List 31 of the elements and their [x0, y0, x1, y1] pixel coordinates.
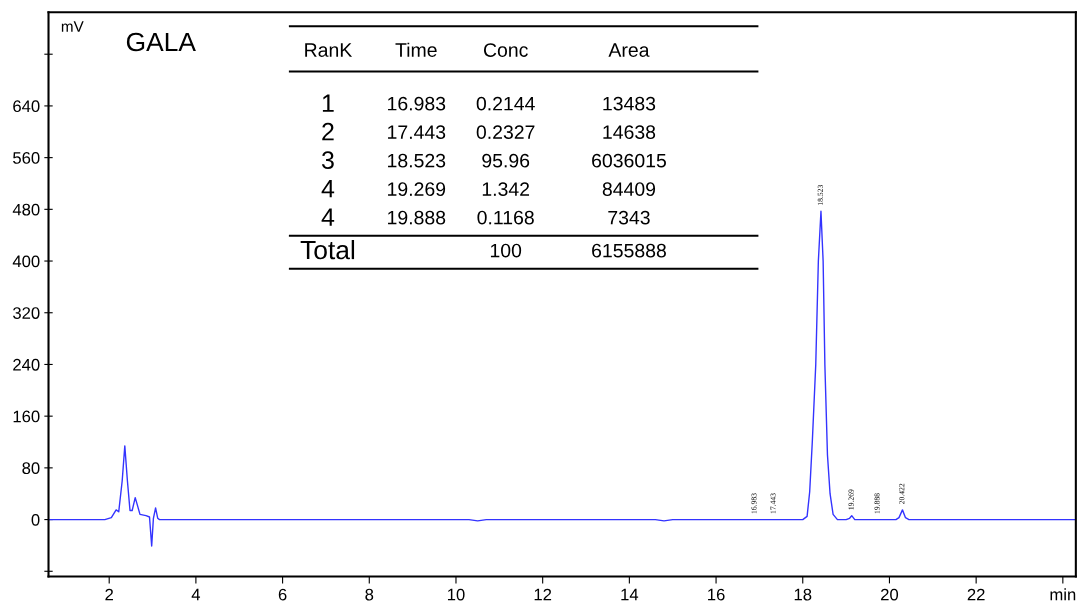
y-tick-label: 560	[13, 152, 40, 164]
x-tick-label: 12	[534, 588, 552, 601]
x-tick-label: 16	[708, 588, 725, 601]
y-tick-label: 240	[13, 358, 40, 371]
y-tick-label: 400	[12, 255, 40, 268]
y-tick-label: 320	[13, 307, 40, 319]
x-tick-label: 22	[967, 588, 985, 601]
y-tick-label: 160	[13, 410, 40, 423]
x-tick-label: 6	[278, 588, 287, 601]
x-tick-label: 4	[191, 588, 201, 601]
text: 4 19.888 0.1168 7343	[321, 208, 650, 226]
x-tick-label: min	[1050, 588, 1076, 601]
text: 4 19.269 1.342 84409	[321, 180, 656, 198]
text: GALA	[126, 32, 196, 52]
y-axis-title: mV	[61, 21, 84, 32]
x-tick-label: 10	[447, 588, 465, 601]
text: 2 17.443 0.2327 14638	[322, 122, 656, 141]
y-tick-label: 80	[22, 462, 40, 475]
text: RanK Time Conc Area	[305, 42, 650, 57]
x-tick-label: 20	[881, 588, 899, 601]
x-tick-label: 18	[794, 588, 812, 601]
x-tick-label: 8	[365, 588, 374, 601]
x-tick-label: 14	[621, 588, 639, 601]
y-tick-label: 0	[31, 513, 40, 526]
y-tick-label: 480	[12, 203, 40, 216]
line-series	[48, 210, 1076, 547]
text: Total 100 6155888	[300, 239, 666, 260]
y-tick-label: 640	[13, 100, 40, 113]
x-tick-label: 2	[105, 588, 113, 601]
text: 1 16.983 0.2144 13483	[322, 94, 656, 112]
text: 3 18.523 95.96 6036015	[321, 151, 666, 169]
